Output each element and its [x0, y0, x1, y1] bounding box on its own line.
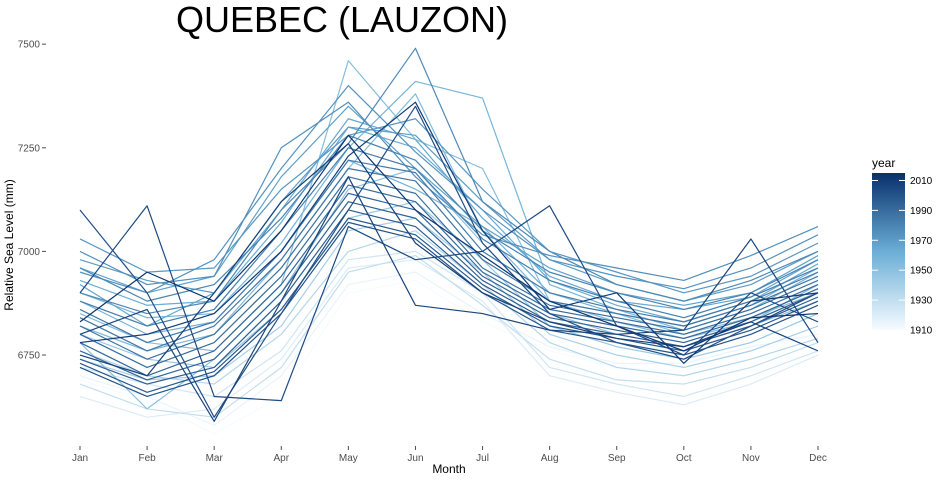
x-tick-label: Feb	[138, 453, 156, 464]
legend-label: 2010	[910, 176, 933, 187]
x-tick-label: Aug	[541, 453, 559, 464]
legend-label: 1930	[910, 296, 933, 307]
series-line-1940	[79, 217, 819, 381]
series-lines	[79, 47, 819, 435]
series-line-2006	[79, 176, 819, 422]
x-axis-title: Month	[432, 462, 465, 476]
series-line-1974	[79, 84, 819, 294]
x-tick-label: Sep	[608, 453, 626, 464]
series-line-1915	[79, 271, 819, 427]
y-tick-label: 7250	[18, 143, 41, 154]
y-tick-label: 7500	[18, 40, 41, 51]
series-line-1992	[79, 192, 819, 377]
x-tick-label: Mar	[206, 453, 224, 464]
legend-label: 1950	[910, 266, 933, 277]
x-tick-label: Dec	[809, 453, 827, 464]
series-line-1925	[79, 250, 819, 398]
series-line-1970	[79, 126, 819, 302]
series-line-2013	[79, 134, 819, 352]
series-line-2010	[79, 101, 819, 364]
chart-title: QUEBEC (LAUZON)	[176, 0, 508, 40]
series-line-1910	[79, 279, 819, 435]
x-tick-label: May	[339, 453, 358, 464]
y-tick-label: 6750	[18, 351, 41, 362]
legend-label: 1970	[910, 236, 933, 247]
x-tick-label: Jul	[476, 453, 489, 464]
series-line-1994	[79, 201, 819, 381]
series-line-1960	[79, 159, 819, 335]
x-tick-label: Apr	[273, 453, 289, 464]
y-tick-label: 7000	[18, 247, 41, 258]
series-line-2008	[79, 143, 819, 377]
x-tick-label: Jun	[407, 453, 423, 464]
y-axis-title: Relative Sea Level (mm)	[2, 179, 16, 310]
series-line-1976	[79, 101, 819, 286]
y-axis: 6750 7000 7250 7500	[18, 40, 46, 362]
legend-title: year	[872, 156, 895, 170]
x-axis: Jan Feb Mar Apr May Jun Jul Aug Sep Oct Nov Dec	[72, 446, 827, 464]
series-line-2000	[79, 221, 819, 398]
series-line-2004	[79, 205, 819, 402]
legend: year 1910 1930 1950 1970 1990 2010	[872, 156, 933, 337]
series-line-1978	[79, 47, 819, 315]
series-line-1930	[79, 254, 819, 418]
series-line-1990	[79, 184, 819, 369]
series-line-1986	[79, 167, 819, 352]
legend-label: 1910	[910, 326, 933, 337]
legend-colorbar	[872, 173, 905, 330]
series-line-1980	[79, 134, 819, 311]
series-line-1988	[79, 176, 819, 360]
x-tick-label: Oct	[676, 453, 692, 464]
legend-ticks: 1910 1930 1950 1970 1990 2010	[872, 176, 933, 337]
series-line-1965	[79, 118, 819, 327]
series-line-1984	[79, 159, 819, 344]
series-line-1968	[79, 105, 819, 306]
series-line-1935	[79, 230, 819, 385]
series-line-1972	[79, 118, 819, 294]
x-tick-label: Jan	[72, 453, 88, 464]
series-line-1955	[79, 93, 819, 352]
x-tick-label: Nov	[742, 453, 760, 464]
legend-label: 1990	[910, 206, 933, 217]
series-line-1998	[79, 217, 819, 393]
